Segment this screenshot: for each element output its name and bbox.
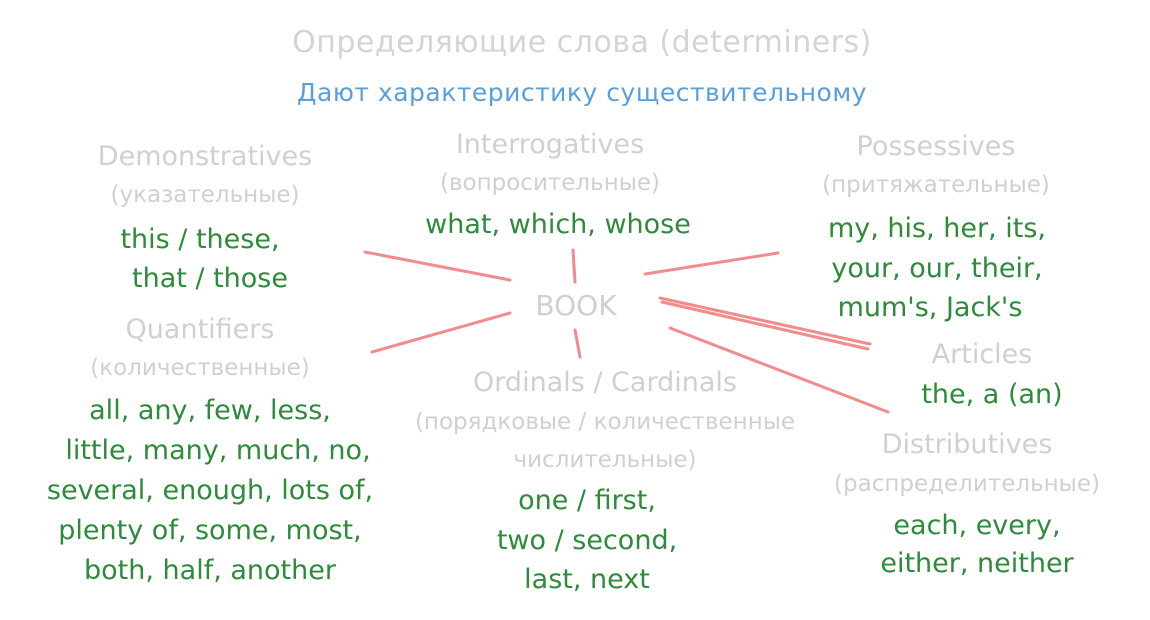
diagram-subtitle: Дают характеристику существительному [297,78,867,107]
example-line: mum's, Jack's [837,292,1023,323]
center-node: BOOK [535,289,617,322]
example-line: the, a (an) [921,379,1063,410]
example-line: that / those [132,263,288,294]
connector-articles [658,296,872,346]
diagram-title: Определяющие слова (determiners) [292,25,872,60]
group-heading: Demonstratives [97,141,313,172]
connector-distributives [668,326,890,414]
connector-demonstratives [363,250,512,282]
connector-quantifiers [370,311,512,354]
connector-interrogatives [571,248,577,284]
example-line: several, enough, lots of, [46,475,374,506]
group-heading: Interrogatives [455,129,645,160]
connector-ordinals [573,328,582,359]
group-heading: Quantifiers [125,314,275,345]
group-heading: Distributives [881,429,1053,460]
example-line: both, half, another [84,555,336,586]
group-translation: числительные) [513,447,697,473]
example-line: my, his, her, its, [827,213,1047,244]
example-line: this / these, [120,224,280,255]
example-line: little, many, much, no, [65,435,371,466]
group-translation: (притяжательные) [822,172,1050,198]
group-translation: (вопросительные) [439,170,661,196]
group-translation: (распределительные) [834,471,1100,497]
group-translation: (указательные) [110,182,300,208]
group-translation: (количественные) [90,355,310,381]
example-line: your, our, their, [831,253,1043,284]
example-line: what, which, whose [425,209,691,240]
example-line: either, neither [880,548,1074,579]
connector-possessives [643,251,780,276]
example-line: last, next [524,564,650,595]
group-heading: Ordinals / Cardinals [473,367,737,398]
example-line: one / first, [518,485,656,516]
group-heading: Articles [931,339,1033,370]
connector-articles-2 [660,300,870,351]
example-line: two / second, [496,525,678,556]
example-line: each, every, [893,510,1061,541]
example-line: all, any, few, less, [89,395,331,426]
example-line: plenty of, some, most, [58,515,362,546]
group-heading: Possessives [856,131,1016,162]
group-translation: (порядковые / количественные [414,409,796,435]
